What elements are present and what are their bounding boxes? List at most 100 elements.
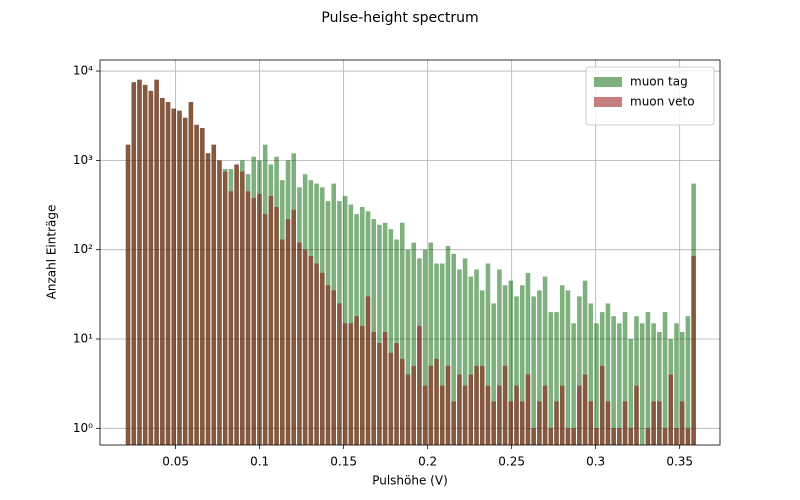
bar — [222, 171, 228, 445]
bar — [514, 296, 519, 445]
bar — [548, 312, 554, 445]
bar — [468, 374, 474, 445]
bar — [388, 352, 394, 445]
bar — [331, 290, 337, 445]
bar — [548, 428, 554, 445]
bar — [685, 316, 691, 445]
bar — [497, 385, 502, 445]
bar — [605, 401, 611, 445]
bar — [342, 323, 348, 445]
bar — [554, 401, 559, 445]
bar — [405, 249, 411, 445]
bar — [257, 194, 262, 445]
bar — [422, 385, 428, 445]
bar — [388, 229, 394, 445]
bar — [691, 255, 696, 445]
bar — [519, 285, 525, 445]
bar — [668, 374, 674, 445]
y-tick-label: 10⁰ — [73, 421, 93, 435]
plot-frame — [99, 59, 721, 446]
bar — [657, 401, 662, 445]
y-tick-label: 10³ — [73, 153, 93, 167]
bar — [622, 312, 628, 445]
bar — [457, 374, 462, 445]
bar — [565, 428, 571, 445]
bar — [320, 272, 325, 445]
bar — [617, 323, 622, 445]
bar — [662, 312, 668, 445]
bar — [200, 128, 205, 445]
bar — [394, 239, 399, 445]
bar — [462, 258, 468, 445]
bar — [491, 401, 496, 445]
bar — [588, 401, 594, 445]
bar — [405, 374, 411, 445]
bar — [594, 323, 599, 445]
legend-swatch — [594, 77, 622, 87]
bar — [451, 401, 456, 445]
bar — [651, 401, 656, 445]
bar — [451, 253, 456, 445]
bar — [188, 102, 194, 445]
bar — [594, 428, 599, 445]
bar — [519, 401, 525, 445]
bar — [354, 316, 359, 445]
bar — [434, 263, 439, 445]
bar — [171, 108, 177, 445]
bar — [537, 401, 542, 445]
bar — [462, 385, 468, 445]
x-tick-label: 0.05 — [162, 455, 189, 469]
y-tick-label: 10² — [73, 242, 93, 256]
legend-swatch — [594, 97, 622, 107]
bar — [525, 374, 531, 445]
bar — [377, 224, 382, 445]
bar — [308, 255, 314, 445]
bar — [559, 385, 565, 445]
bar — [399, 222, 405, 445]
bar — [325, 285, 331, 445]
bar — [245, 191, 251, 445]
bar — [211, 144, 217, 445]
bar — [531, 428, 536, 445]
bar — [262, 214, 268, 445]
bar — [165, 102, 171, 445]
bar — [468, 276, 474, 445]
bar — [514, 385, 519, 445]
bar — [537, 290, 542, 445]
bar — [428, 365, 434, 445]
chart-title: Pulse-height spectrum — [321, 10, 478, 26]
bar — [205, 153, 211, 445]
bar — [628, 428, 634, 445]
bar — [182, 117, 188, 446]
bar — [445, 365, 451, 445]
bar — [508, 401, 514, 445]
x-tick-label: 0.1 — [250, 455, 269, 469]
bar — [148, 90, 154, 445]
bar — [679, 331, 685, 445]
bar — [439, 263, 445, 445]
bar — [314, 263, 319, 445]
bar — [228, 191, 234, 445]
bar — [685, 428, 691, 445]
bar — [125, 144, 131, 445]
bar — [457, 269, 462, 445]
y-tick-label: 10¹ — [73, 331, 93, 345]
bar — [274, 207, 279, 445]
bar — [657, 331, 662, 445]
bar — [577, 385, 582, 445]
legend-label: muon veto — [630, 95, 695, 109]
bar — [502, 365, 508, 445]
bar — [674, 428, 679, 445]
x-tick-label: 0.2 — [418, 455, 437, 469]
legend-label: muon tag — [630, 75, 688, 89]
bar — [571, 323, 576, 445]
bar — [651, 323, 656, 445]
bar — [137, 79, 142, 446]
bar — [525, 272, 531, 445]
bar — [348, 323, 354, 445]
bar — [285, 219, 291, 445]
bar — [280, 239, 285, 445]
bar — [251, 197, 257, 445]
